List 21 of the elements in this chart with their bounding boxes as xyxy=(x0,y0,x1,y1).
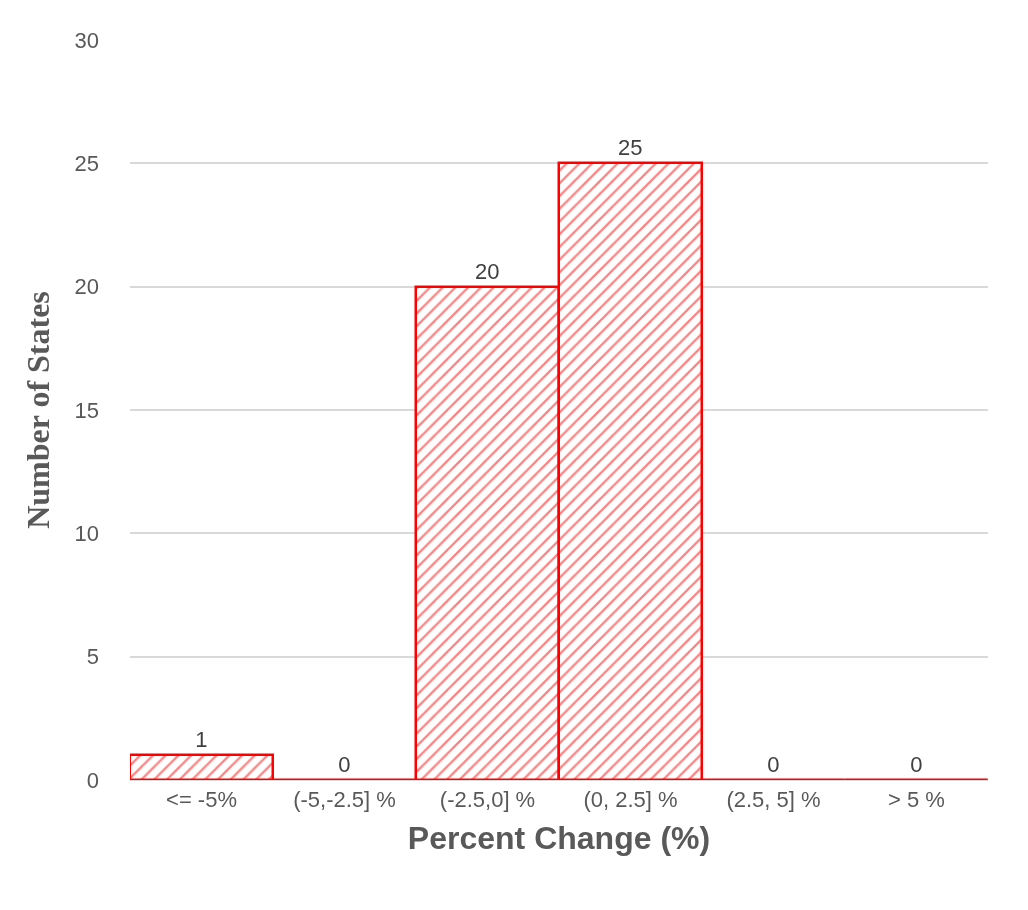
y-tick-label: 25 xyxy=(74,151,99,177)
data-label: 25 xyxy=(618,134,643,160)
data-label: 20 xyxy=(475,258,500,284)
x-tick-label: <= -5% xyxy=(166,787,237,813)
data-label: 0 xyxy=(910,751,923,777)
y-tick-label: 15 xyxy=(74,397,99,423)
x-tick-label: > 5 % xyxy=(888,787,945,813)
data-label: 0 xyxy=(767,751,780,777)
data-label: 0 xyxy=(338,751,351,777)
y-tick-label: 10 xyxy=(74,521,99,547)
x-tick-label: (0, 2.5] % xyxy=(583,787,678,813)
y-tick-label: 20 xyxy=(74,274,99,300)
x-tick-label: (-2.5,0] % xyxy=(439,787,536,813)
y-axis-title: Number of States xyxy=(19,291,56,529)
y-tick-label: 5 xyxy=(86,644,99,670)
data-label: 1 xyxy=(195,726,208,752)
x-tick-label: (-5,-2.5] % xyxy=(293,787,396,813)
x-tick-label: (2.5, 5] % xyxy=(726,787,821,813)
x-axis-title: Percent Change (%) xyxy=(407,820,711,857)
y-tick-label: 0 xyxy=(86,767,99,793)
y-tick-label: 30 xyxy=(74,27,99,53)
